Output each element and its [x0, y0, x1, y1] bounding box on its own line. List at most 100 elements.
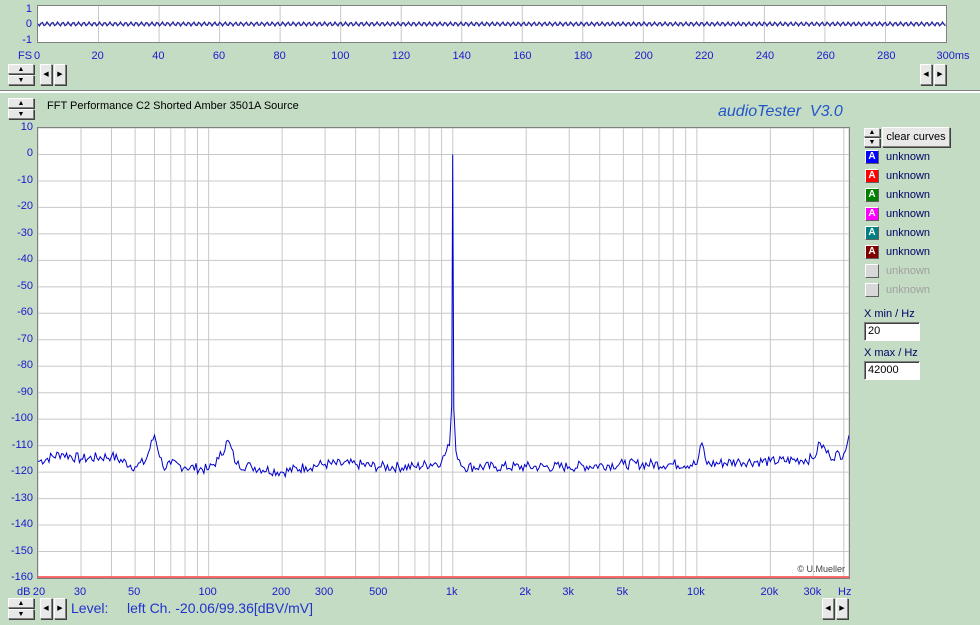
scope-zoom-down-button[interactable]: ▼	[8, 75, 34, 85]
curve-color-chip[interactable]: A	[865, 207, 879, 221]
fft-x-tick: 100	[198, 586, 217, 598]
fft-y-tick: 0	[26, 147, 33, 160]
fft-y-tick: -150	[10, 544, 33, 557]
fft-title: FFT Performance C2 Shorted Amber 3501A S…	[47, 100, 299, 112]
scope-x-tick: 100	[331, 50, 350, 62]
fft-x-tick: 3k	[562, 586, 575, 598]
fft-y-tick: -110	[11, 438, 33, 451]
fft-y-tick: -60	[17, 306, 33, 319]
curves-up-button[interactable]: ▲	[864, 128, 880, 137]
scope-x-tick: 300ms	[936, 50, 970, 62]
level-value: left Ch. -20.06/99.36[dBV/mV]	[127, 600, 313, 616]
scope-x-tick: 220	[695, 50, 714, 62]
fft-end-left-button[interactable]: ◀	[822, 598, 834, 619]
fft-x-tick: 5k	[616, 586, 629, 598]
fft-y-tick: -40	[17, 253, 33, 266]
scope-y-tick: 1	[25, 3, 32, 15]
time-scope-plot	[37, 5, 947, 43]
fft-zoom-down-button[interactable]: ▼	[8, 109, 34, 119]
scope-x-tick: 20	[91, 50, 104, 62]
fft-x-tick: 2k	[519, 586, 532, 598]
fft-x-tick: 50	[128, 586, 141, 598]
scope-end-right-button[interactable]: ▶	[934, 64, 946, 85]
fft-x-tick: 1k	[445, 586, 458, 598]
fft-x-tick: 30	[73, 586, 87, 598]
level-up-button[interactable]: ▲	[8, 598, 34, 608]
fs-label: FS	[18, 50, 33, 62]
scope-x-tick: 140	[452, 50, 471, 62]
fft-zoom-up-button[interactable]: ▲	[8, 98, 34, 108]
curves-down-button[interactable]: ▼	[864, 138, 880, 147]
scope-y-tick: 0	[25, 18, 32, 30]
curve-label[interactable]: unknown	[886, 170, 931, 182]
curve-color-chip[interactable]: A	[865, 226, 879, 240]
clear-curves-button[interactable]: clear curves	[882, 127, 950, 147]
fft-y-tick: -50	[17, 279, 33, 292]
fft-x-tick: 20k	[760, 586, 779, 598]
curve-label[interactable]: unknown	[886, 189, 931, 201]
scope-y-tick: -1	[22, 34, 32, 46]
time-scope-trace	[38, 6, 946, 42]
fft-y-tick: -120	[10, 465, 33, 478]
curve-color-chip[interactable]	[865, 264, 879, 278]
xmin-label: X min / Hz	[864, 308, 915, 320]
fft-x-tick: 20	[32, 586, 46, 598]
curve-label[interactable]: unknown	[886, 284, 931, 296]
fft-scroll-right-button[interactable]: ▶	[54, 598, 66, 619]
fft-plot: © U.Mueller	[37, 127, 850, 579]
level-down-button[interactable]: ▼	[8, 609, 34, 619]
fft-end-right-button[interactable]: ▶	[836, 598, 848, 619]
scope-waveform	[38, 20, 946, 28]
fft-y-tick: -130	[10, 491, 33, 504]
panel-splitter[interactable]	[0, 90, 980, 93]
fft-scroll-left-button[interactable]: ◀	[40, 598, 52, 619]
scope-x-tick: 180	[573, 50, 593, 62]
curve-label[interactable]: unknown	[886, 265, 931, 277]
scope-x-tick: 120	[391, 50, 411, 62]
fft-x-tick: 300	[314, 586, 334, 598]
y-unit-label: dB	[17, 586, 31, 598]
scope-x-tick: 260	[816, 50, 835, 62]
fft-x-tick: 200	[271, 586, 291, 598]
fft-y-tick: -30	[17, 226, 33, 239]
xmax-input[interactable]: 42000	[864, 361, 920, 380]
curve-color-chip[interactable]: A	[865, 150, 879, 164]
scope-x-tick: 0	[33, 50, 41, 62]
fft-y-tick: -10	[17, 173, 33, 186]
fft-x-tick: 30k	[803, 586, 822, 598]
xmin-input[interactable]: 20	[864, 322, 920, 341]
scope-zoom-up-button[interactable]: ▲	[8, 64, 34, 74]
scope-x-tick: 240	[755, 50, 775, 62]
curve-label[interactable]: unknown	[886, 227, 931, 239]
curve-color-chip[interactable]: A	[865, 245, 879, 259]
xmax-label: X max / Hz	[864, 347, 918, 359]
scope-x-tick: 200	[634, 50, 653, 62]
curve-label[interactable]: unknown	[886, 246, 931, 258]
level-label: Level:	[71, 600, 109, 616]
scope-scroll-left-button[interactable]: ◀	[40, 64, 52, 85]
curve-color-chip[interactable]	[865, 283, 879, 297]
fft-y-tick: 10	[20, 121, 33, 133]
curve-label[interactable]: unknown	[886, 208, 931, 220]
scope-end-left-button[interactable]: ◀	[920, 64, 932, 85]
fft-y-tick: -140	[10, 518, 33, 531]
fft-y-tick: -100	[10, 412, 33, 425]
fft-x-tick: 500	[369, 586, 388, 598]
fft-x-tick: 10k	[686, 586, 705, 598]
scope-scroll-right-button[interactable]: ▶	[54, 64, 66, 85]
fft-y-tick: -80	[17, 359, 33, 372]
fft-chart	[38, 128, 849, 578]
fft-series-0	[38, 154, 849, 479]
scope-x-tick: 40	[152, 50, 165, 62]
fft-y-tick: -20	[17, 200, 33, 213]
x-unit-label: Hz	[838, 586, 852, 598]
fft-y-tick: -160	[10, 571, 33, 583]
fft-y-tick: -70	[17, 332, 33, 345]
fft-y-tick: -90	[17, 385, 33, 398]
curve-color-chip[interactable]: A	[865, 188, 879, 202]
app-brand: audioTester V3.0	[718, 103, 843, 120]
curve-label[interactable]: unknown	[886, 151, 931, 163]
scope-x-tick: 80	[273, 50, 286, 62]
curve-color-chip[interactable]: A	[865, 169, 879, 183]
scope-x-tick: 60	[212, 50, 226, 62]
